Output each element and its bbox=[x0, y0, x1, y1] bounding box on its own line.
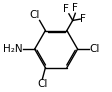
Text: F: F bbox=[63, 4, 69, 14]
Text: Cl: Cl bbox=[89, 44, 100, 54]
Text: H₂N: H₂N bbox=[3, 44, 23, 54]
Text: Cl: Cl bbox=[29, 10, 40, 20]
Text: Cl: Cl bbox=[37, 79, 48, 89]
Text: F: F bbox=[80, 14, 86, 24]
Text: F: F bbox=[72, 3, 78, 13]
